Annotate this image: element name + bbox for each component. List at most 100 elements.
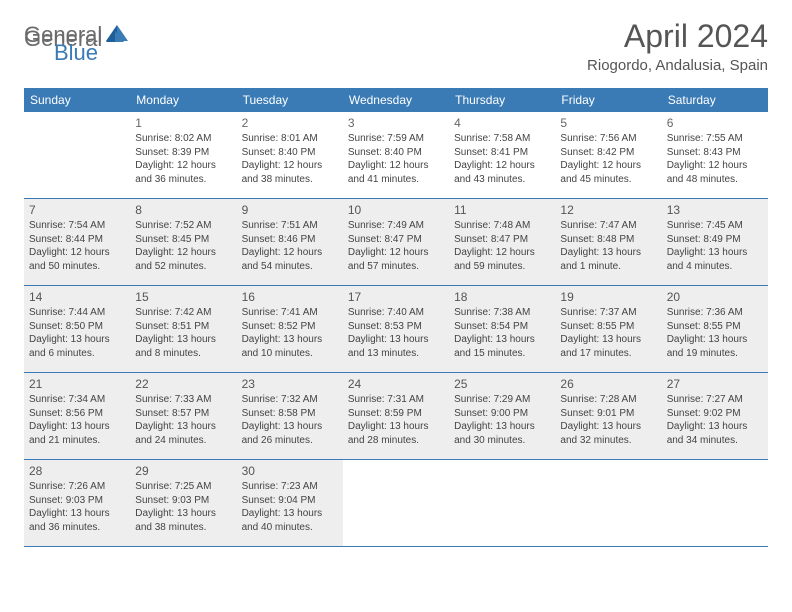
day-info-line: Sunset: 8:56 PM xyxy=(29,407,125,421)
week-row: 7Sunrise: 7:54 AMSunset: 8:44 PMDaylight… xyxy=(24,199,768,286)
day-cell: 12Sunrise: 7:47 AMSunset: 8:48 PMDayligh… xyxy=(555,199,661,285)
day-cell xyxy=(24,112,130,198)
weekday-header: Wednesday xyxy=(343,88,449,112)
day-info-line: and 40 minutes. xyxy=(242,521,338,535)
day-cell: 14Sunrise: 7:44 AMSunset: 8:50 PMDayligh… xyxy=(24,286,130,372)
day-info-line: Daylight: 13 hours xyxy=(348,333,444,347)
day-info-line: Sunrise: 7:45 AM xyxy=(667,219,763,233)
day-info-line: and 45 minutes. xyxy=(560,173,656,187)
day-cell: 27Sunrise: 7:27 AMSunset: 9:02 PMDayligh… xyxy=(662,373,768,459)
day-number: 29 xyxy=(135,463,231,479)
day-number: 16 xyxy=(242,289,338,305)
weeks-container: 1Sunrise: 8:02 AMSunset: 8:39 PMDaylight… xyxy=(24,112,768,547)
day-info-line: Sunset: 8:50 PM xyxy=(29,320,125,334)
day-cell: 6Sunrise: 7:55 AMSunset: 8:43 PMDaylight… xyxy=(662,112,768,198)
day-info-line: and 41 minutes. xyxy=(348,173,444,187)
logo-blue-text-wrap: Blue xyxy=(54,40,98,66)
day-info-line: Sunrise: 7:28 AM xyxy=(560,393,656,407)
day-number: 26 xyxy=(560,376,656,392)
day-info-line: Daylight: 12 hours xyxy=(135,246,231,260)
day-info-line: Sunset: 9:02 PM xyxy=(667,407,763,421)
day-info-line: Sunrise: 7:34 AM xyxy=(29,393,125,407)
day-info-line: and 13 minutes. xyxy=(348,347,444,361)
day-number: 27 xyxy=(667,376,763,392)
day-info-line: Sunrise: 7:59 AM xyxy=(348,132,444,146)
day-info-line: Sunrise: 8:02 AM xyxy=(135,132,231,146)
day-info-line: Sunset: 8:40 PM xyxy=(348,146,444,160)
weekday-header-row: Sunday Monday Tuesday Wednesday Thursday… xyxy=(24,88,768,112)
day-number: 7 xyxy=(29,202,125,218)
day-info-line: Sunset: 8:48 PM xyxy=(560,233,656,247)
day-number: 23 xyxy=(242,376,338,392)
day-info-line: Sunset: 9:04 PM xyxy=(242,494,338,508)
day-info-line: and 57 minutes. xyxy=(348,260,444,274)
day-info-line: Daylight: 13 hours xyxy=(135,333,231,347)
day-info-line: and 21 minutes. xyxy=(29,434,125,448)
day-info-line: Sunrise: 7:41 AM xyxy=(242,306,338,320)
day-cell: 28Sunrise: 7:26 AMSunset: 9:03 PMDayligh… xyxy=(24,460,130,546)
calendar: Sunday Monday Tuesday Wednesday Thursday… xyxy=(24,88,768,547)
day-info-line: Sunset: 8:40 PM xyxy=(242,146,338,160)
day-number: 19 xyxy=(560,289,656,305)
day-info-line: Sunrise: 7:27 AM xyxy=(667,393,763,407)
day-cell: 24Sunrise: 7:31 AMSunset: 8:59 PMDayligh… xyxy=(343,373,449,459)
day-info-line: Daylight: 12 hours xyxy=(135,159,231,173)
day-number: 4 xyxy=(454,115,550,131)
day-info-line: Daylight: 13 hours xyxy=(242,507,338,521)
day-info-line: and 48 minutes. xyxy=(667,173,763,187)
day-cell: 25Sunrise: 7:29 AMSunset: 9:00 PMDayligh… xyxy=(449,373,555,459)
day-cell: 30Sunrise: 7:23 AMSunset: 9:04 PMDayligh… xyxy=(237,460,343,546)
day-info-line: Daylight: 12 hours xyxy=(29,246,125,260)
day-info-line: Sunset: 8:46 PM xyxy=(242,233,338,247)
week-row: 21Sunrise: 7:34 AMSunset: 8:56 PM Dayligh… xyxy=(24,373,768,460)
day-number: 8 xyxy=(135,202,231,218)
day-info-line: Daylight: 13 hours xyxy=(454,333,550,347)
day-info-line: Sunrise: 7:44 AM xyxy=(29,306,125,320)
day-info-line: Sunrise: 7:55 AM xyxy=(667,132,763,146)
day-info-line: and 17 minutes. xyxy=(560,347,656,361)
day-info-line: Sunrise: 7:32 AM xyxy=(242,393,338,407)
day-cell: 7Sunrise: 7:54 AMSunset: 8:44 PMDaylight… xyxy=(24,199,130,285)
day-number: 21 xyxy=(29,376,125,392)
day-info-line: Daylight: 13 hours xyxy=(560,420,656,434)
day-info-line: Daylight: 12 hours xyxy=(454,246,550,260)
day-number: 28 xyxy=(29,463,125,479)
day-info-line: and 24 minutes. xyxy=(135,434,231,448)
day-info-line: Sunrise: 7:33 AM xyxy=(135,393,231,407)
day-number: 30 xyxy=(242,463,338,479)
day-cell xyxy=(343,460,449,546)
day-cell: 5Sunrise: 7:56 AMSunset: 8:42 PMDaylight… xyxy=(555,112,661,198)
day-cell: 11Sunrise: 7:48 AMSunset: 8:47 PMDayligh… xyxy=(449,199,555,285)
day-info-line: and 19 minutes. xyxy=(667,347,763,361)
day-info-line: Daylight: 12 hours xyxy=(348,246,444,260)
day-info-line: Sunrise: 7:58 AM xyxy=(454,132,550,146)
day-info-line: Sunrise: 7:36 AM xyxy=(667,306,763,320)
weekday-header: Saturday xyxy=(662,88,768,112)
day-number: 5 xyxy=(560,115,656,131)
day-info-line: Sunset: 8:49 PM xyxy=(667,233,763,247)
day-info-line: Sunrise: 7:47 AM xyxy=(560,219,656,233)
day-cell: 19Sunrise: 7:37 AMSunset: 8:55 PMDayligh… xyxy=(555,286,661,372)
logo-sail-icon xyxy=(106,28,126,51)
day-info-line: Sunset: 8:47 PM xyxy=(454,233,550,247)
day-info-line: Daylight: 13 hours xyxy=(560,333,656,347)
day-info-line: Sunset: 8:41 PM xyxy=(454,146,550,160)
day-info-line: Sunrise: 7:29 AM xyxy=(454,393,550,407)
week-row: 14Sunrise: 7:44 AMSunset: 8:50 PMDayligh… xyxy=(24,286,768,373)
day-info-line: Daylight: 13 hours xyxy=(242,333,338,347)
day-info-line: and 59 minutes. xyxy=(454,260,550,274)
day-cell: 15Sunrise: 7:42 AMSunset: 8:51 PMDayligh… xyxy=(130,286,236,372)
day-info-line: Sunrise: 7:40 AM xyxy=(348,306,444,320)
day-info-line: and 38 minutes. xyxy=(135,521,231,535)
logo-blue-text: Blue xyxy=(54,40,98,65)
day-cell xyxy=(555,460,661,546)
weekday-header: Sunday xyxy=(24,88,130,112)
day-info-line: and 4 minutes. xyxy=(667,260,763,274)
day-info-line: Sunset: 9:00 PM xyxy=(454,407,550,421)
day-number: 20 xyxy=(667,289,763,305)
day-info-line: Sunrise: 7:48 AM xyxy=(454,219,550,233)
day-number: 9 xyxy=(242,202,338,218)
day-info-line: Sunrise: 7:37 AM xyxy=(560,306,656,320)
day-cell: 29Sunrise: 7:25 AMSunset: 9:03 PMDayligh… xyxy=(130,460,236,546)
day-info-line: Sunrise: 7:26 AM xyxy=(29,480,125,494)
